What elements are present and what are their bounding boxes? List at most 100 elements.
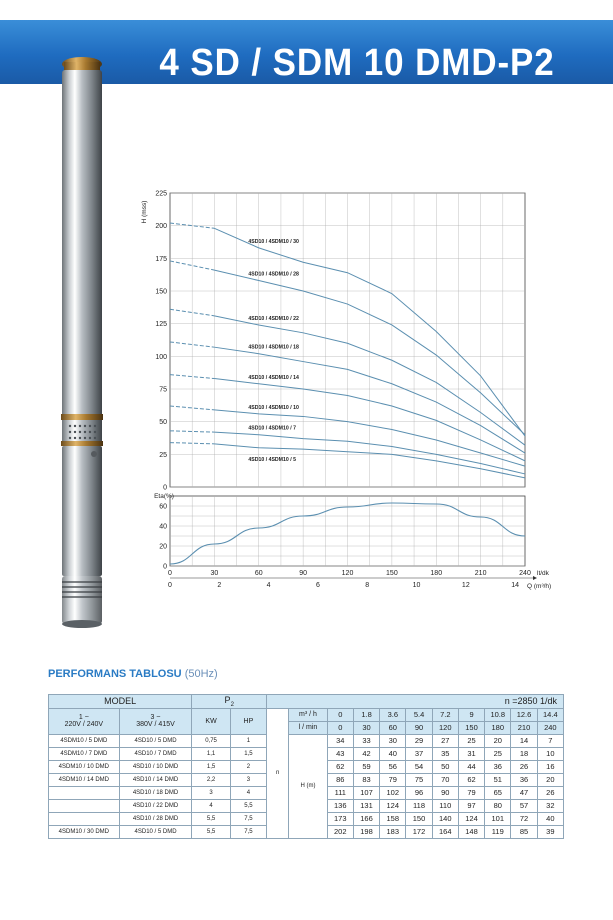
flow-lmin-cell: 150	[457, 720, 486, 735]
series-label: 4SD10 / 4SDM10 / 22	[248, 316, 299, 322]
head-value-cell: 70	[431, 772, 459, 787]
flow-lmin-cell: 240	[536, 720, 565, 735]
head-value-cell: 39	[536, 824, 565, 839]
flow-m3h-cell: 10.8	[484, 707, 512, 722]
power-kw: 1,1	[191, 746, 231, 761]
head-value-cell: 110	[431, 798, 459, 813]
x-tick-lt-dk: 60	[255, 570, 263, 577]
power-header: P2	[191, 694, 268, 709]
power-hp: 4	[229, 785, 268, 800]
head-value-cell: 50	[431, 759, 459, 774]
head-value-cell: 10	[536, 746, 565, 761]
head-value-cell: 97	[457, 798, 486, 813]
head-value-cell: 86	[326, 772, 354, 787]
head-value-cell: 124	[457, 811, 486, 826]
head-value-cell: 35	[431, 746, 459, 761]
head-value-cell: 20	[536, 772, 565, 787]
head-value-cell: 56	[379, 759, 407, 774]
head-value-cell: 47	[510, 785, 538, 800]
head-value-cell: 62	[457, 772, 486, 787]
performance-table-title: PERFORMANS TABLOSU	[48, 668, 182, 680]
series-label: 4SD10 / 4SDM10 / 28	[248, 272, 299, 278]
head-value-cell: 79	[379, 772, 407, 787]
efficiency-curve	[169, 502, 526, 565]
head-value-cell: 158	[379, 811, 407, 826]
x-tick-m3h: 8	[365, 582, 369, 589]
table-header-row-3: l / min 0 30 60 90 120 150 180 210 240	[49, 720, 565, 735]
efficiency-y-tick: 20	[159, 544, 167, 551]
power-hp: 1	[229, 733, 268, 748]
x-tick-lt-dk: 120	[342, 570, 354, 577]
flow-lmin-cell: 210	[510, 720, 538, 735]
head-value-cell: 16	[536, 759, 565, 774]
head-y-axis-label: H (mss)	[141, 201, 148, 224]
model-single-phase	[48, 798, 120, 813]
efficiency-y-tick: 60	[159, 504, 167, 511]
head-curve-dashed	[169, 341, 215, 348]
table-row: 4SDM10 / 7 DMD 4SD10 / 7 DMD 1,1 1,5 43 42 40 3…	[48, 746, 565, 761]
model-single-phase	[48, 785, 120, 800]
head-curve	[214, 315, 526, 446]
model-three-phase: 4SD10 / 18 DMD	[118, 785, 193, 800]
x-tick-m3h: 2	[217, 582, 221, 589]
head-y-tick: 225	[155, 191, 167, 198]
head-value-cell: 14	[510, 733, 538, 748]
performance-table-body: MODEL P2 n =2850 1/dk 1 ~220V / 240V 3 ~…	[47, 694, 565, 839]
head-value-cell: 80	[484, 798, 512, 813]
x-tick-m3h: 0	[168, 582, 172, 589]
head-value-cell: 90	[431, 785, 459, 800]
series-label: 4SD10 / 4SDM10 / 7	[248, 426, 296, 432]
flow-m3h-cell: 14.4	[536, 707, 565, 722]
head-curve	[214, 269, 526, 436]
head-curve-dashed	[169, 308, 215, 317]
head-value-cell: 43	[326, 746, 354, 761]
head-value-cell: 85	[510, 824, 538, 839]
power-hp: 7,5	[229, 824, 268, 839]
head-curve-dashed	[169, 430, 215, 433]
head-value-cell: 36	[510, 772, 538, 787]
x-tick-m3h: 12	[462, 582, 470, 589]
head-value-cell: 79	[457, 785, 486, 800]
flow-lmin-cell: 0	[326, 720, 354, 735]
flow-unit-lmin: l / min	[288, 720, 328, 735]
head-value-cell: 118	[405, 798, 433, 813]
three-phase-symbol: 3 ~	[150, 714, 161, 722]
head-y-tick: 0	[163, 485, 167, 492]
power-kw: 1,5	[191, 759, 231, 774]
performance-table: MODEL P2 n =2850 1/dk 1 ~220V / 240V 3 ~…	[47, 694, 565, 839]
model-single-phase: 4SDM10 / 14 DMD	[48, 772, 120, 787]
head-y-tick: 200	[155, 223, 167, 230]
head-value-cell: 36	[484, 759, 512, 774]
single-phase-voltage: 220V / 240V	[64, 721, 104, 729]
x-tick-lt-dk: 30	[210, 570, 218, 577]
model-three-phase: 4SD10 / 7 DMD	[118, 746, 193, 761]
n-label: n	[266, 707, 290, 839]
flow-lmin-cell: 180	[484, 720, 512, 735]
title-banner: 4 SD / SDM 10 DMD-P2	[0, 20, 613, 84]
head-value-cell: 25	[457, 733, 486, 748]
model-header: MODEL	[47, 694, 193, 709]
head-value-cell: 31	[457, 746, 486, 761]
flow-m3h-cell: 7.2	[431, 707, 459, 722]
x-tick-lt-dk: 210	[475, 570, 487, 577]
x-axis-arrow	[533, 576, 537, 580]
x-tick-m3h: 14	[511, 582, 519, 589]
head-y-tick: 75	[159, 387, 167, 394]
model-three-phase: 4SD10 / 28 DMD	[118, 811, 193, 826]
head-unit-label: H (m)	[288, 733, 328, 839]
head-value-cell: 40	[536, 811, 565, 826]
series-label: 4SD10 / 4SDM10 / 5	[248, 457, 296, 463]
flow-unit-m3h: m³ / h	[288, 707, 328, 722]
power-hp: 5,5	[229, 798, 268, 813]
head-value-cell: 150	[405, 811, 433, 826]
x-tick-m3h: 10	[413, 582, 421, 589]
head-value-cell: 164	[431, 824, 459, 839]
head-value-cell: 124	[379, 798, 407, 813]
head-value-cell: 25	[484, 746, 512, 761]
head-curve	[214, 409, 526, 467]
head-value-cell: 30	[379, 733, 407, 748]
head-value-cell: 65	[484, 785, 512, 800]
power-label: P	[224, 695, 231, 705]
flow-m3h-cell: 12.6	[510, 707, 538, 722]
head-value-cell: 107	[352, 785, 381, 800]
